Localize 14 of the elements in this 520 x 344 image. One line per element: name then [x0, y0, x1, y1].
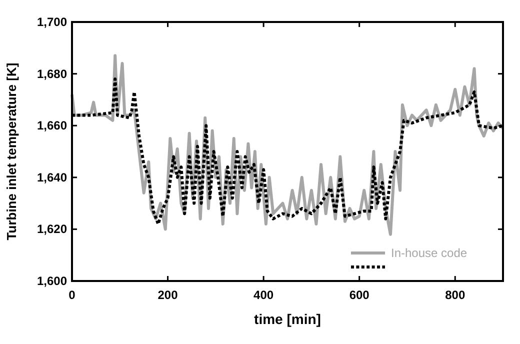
x-tick-label: 400 — [254, 288, 274, 302]
y-tick-label: 1,680 — [36, 66, 68, 81]
x-tick-label: 800 — [445, 288, 466, 302]
y-tick-label: 1,700 — [36, 15, 68, 29]
y-axis-title: Turbine inlet temperature [K] — [4, 62, 19, 240]
y-tick-label: 1,620 — [36, 222, 68, 236]
x-tick-label: 0 — [68, 288, 76, 302]
y-tick-label: 1,640 — [36, 170, 68, 184]
legend-label: In-house code — [391, 246, 468, 260]
y-tick-label: 1,600 — [36, 274, 68, 288]
x-axis-title: time [min] — [254, 311, 321, 327]
y-tick-label: 1,660 — [36, 118, 68, 133]
x-tick-label: 600 — [349, 288, 370, 302]
x-tick-label: 200 — [158, 288, 178, 302]
